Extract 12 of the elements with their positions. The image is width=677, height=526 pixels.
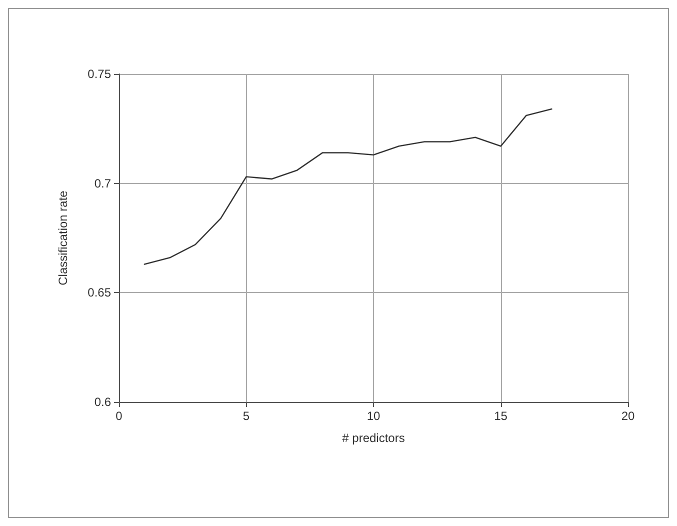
- y-tick-label: 0.75: [88, 67, 112, 81]
- x-tick-label: 5: [242, 409, 250, 423]
- x-tick-label: 10: [366, 409, 380, 423]
- x-axis-title: # predictors: [342, 431, 405, 445]
- y-tick-label: 0.65: [88, 286, 112, 300]
- y-axis-title: Classification rate: [56, 190, 70, 286]
- y-tick-label: 0.7: [94, 176, 112, 190]
- y-tick-label: 0.6: [94, 395, 112, 409]
- x-tick-label: 15: [494, 409, 508, 423]
- x-tick-label: 0: [116, 409, 123, 423]
- x-tick-label: 20: [621, 409, 635, 423]
- line-series: [144, 108, 552, 265]
